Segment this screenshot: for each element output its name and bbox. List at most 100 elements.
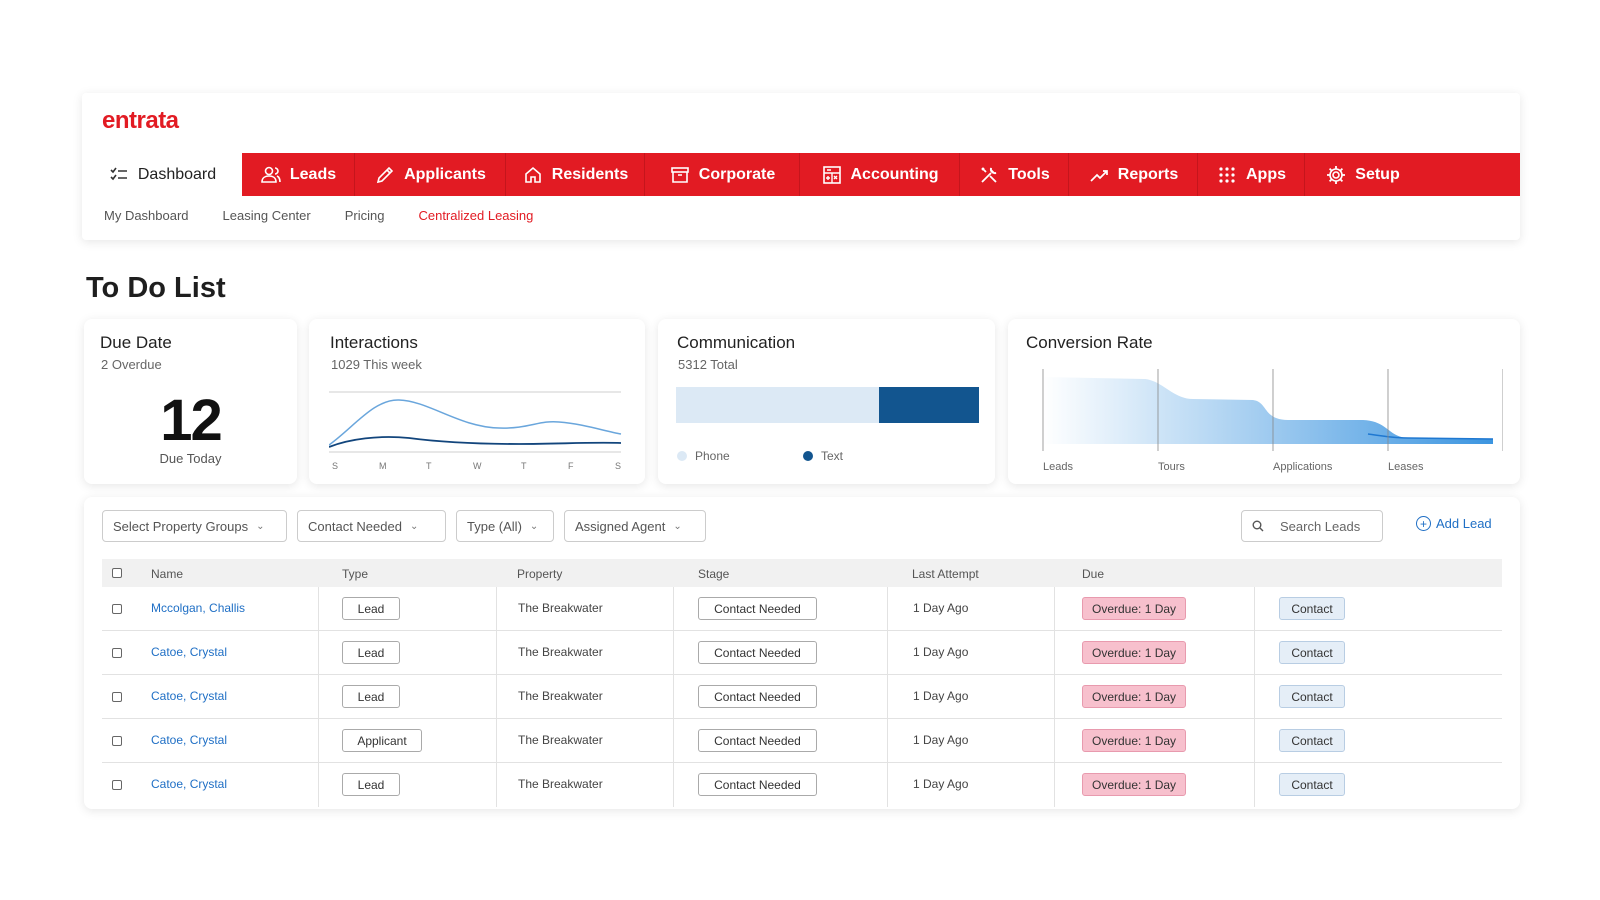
trend-icon bbox=[1088, 164, 1110, 186]
nav-dashboard[interactable]: Dashboard bbox=[82, 153, 242, 196]
column-divider bbox=[673, 719, 674, 763]
search-placeholder: Search Leads bbox=[1280, 518, 1361, 534]
property-cell: The Breakwater bbox=[518, 601, 603, 615]
lead-name-link[interactable]: Catoe, Crystal bbox=[151, 689, 228, 703]
interactions-card[interactable]: Interactions 1029 This week S M T W T F … bbox=[309, 319, 645, 484]
nav-accounting[interactable]: Accounting bbox=[800, 153, 960, 196]
due-date-card[interactable]: Due Date 2 Overdue 12 Due Today bbox=[84, 319, 297, 484]
search-leads-input[interactable]: Search Leads bbox=[1241, 510, 1383, 542]
table-row: Mccolgan, Challis Lead The Breakwater Co… bbox=[102, 587, 1502, 631]
day-tick: S bbox=[332, 461, 338, 471]
day-tick: T bbox=[521, 461, 527, 471]
main-navbar: Dashboard Leads Applicants Residents Cor… bbox=[82, 153, 1520, 196]
nav-residents[interactable]: Residents bbox=[506, 153, 645, 196]
interactions-line-chart: S M T W T F S bbox=[329, 391, 622, 471]
contact-button[interactable]: Contact bbox=[1279, 641, 1345, 664]
table-row: Catoe, Crystal Lead The Breakwater Conta… bbox=[102, 763, 1502, 807]
entrata-logo[interactable]: entrata bbox=[102, 107, 179, 134]
overdue-badge: Overdue: 1 Day bbox=[1082, 685, 1187, 708]
add-lead-button[interactable]: + Add Lead bbox=[1416, 516, 1492, 531]
row-checkbox[interactable] bbox=[112, 648, 122, 658]
column-divider bbox=[318, 719, 319, 763]
column-divider bbox=[318, 587, 319, 631]
dropdown-label: Type (All) bbox=[467, 518, 522, 534]
stage-badge: Contact Needed bbox=[698, 597, 817, 620]
text-segment bbox=[879, 387, 979, 423]
stage-badge: Contact Needed bbox=[698, 685, 817, 708]
stage-badge: Contact Needed bbox=[698, 729, 817, 752]
chevron-down-icon: ⌄ bbox=[673, 520, 682, 532]
row-checkbox[interactable] bbox=[112, 604, 122, 614]
subnav-centralized-leasing[interactable]: Centralized Leasing bbox=[418, 208, 534, 223]
nav-applicants[interactable]: Applicants bbox=[355, 153, 506, 196]
lead-name-link[interactable]: Catoe, Crystal bbox=[151, 777, 228, 791]
row-checkbox[interactable] bbox=[112, 780, 122, 790]
nav-setup[interactable]: Setup bbox=[1305, 153, 1420, 196]
conversion-rate-card[interactable]: Conversion Rate Leads Tours Applications… bbox=[1008, 319, 1520, 484]
card-title: Conversion Rate bbox=[1026, 333, 1153, 352]
row-checkbox[interactable] bbox=[112, 736, 122, 746]
contact-button[interactable]: Contact bbox=[1279, 685, 1345, 708]
type-dropdown[interactable]: Type (All) ⌄ bbox=[456, 510, 554, 542]
header-property[interactable]: Property bbox=[517, 567, 563, 581]
conversion-funnel-chart: Leads Tours Applications Leases bbox=[1042, 369, 1503, 473]
contact-needed-dropdown[interactable]: Contact Needed ⌄ bbox=[297, 510, 446, 542]
chevron-down-icon: ⌄ bbox=[409, 520, 419, 532]
day-tick: F bbox=[568, 461, 574, 471]
legend-label: Phone bbox=[695, 449, 730, 463]
lead-name-link[interactable]: Mccolgan, Challis bbox=[151, 601, 246, 615]
header-name[interactable]: Name bbox=[151, 567, 184, 581]
lead-name-link[interactable]: Catoe, Crystal bbox=[151, 733, 228, 747]
contact-button[interactable]: Contact bbox=[1279, 729, 1345, 752]
nav-label: Applicants bbox=[404, 165, 486, 183]
communication-card[interactable]: Communication 5312 Total Phone Text bbox=[658, 319, 995, 484]
legend-label: Text bbox=[821, 449, 844, 463]
column-divider bbox=[673, 631, 674, 675]
column-divider bbox=[887, 719, 888, 763]
property-groups-dropdown[interactable]: Select Property Groups ⌄ bbox=[102, 510, 287, 542]
nav-leads[interactable]: Leads bbox=[242, 153, 355, 196]
lead-name-link[interactable]: Catoe, Crystal bbox=[151, 645, 228, 659]
dropdown-label: Assigned Agent bbox=[575, 518, 666, 534]
search-icon bbox=[1252, 520, 1264, 532]
contact-button[interactable]: Contact bbox=[1279, 773, 1345, 796]
type-badge: Lead bbox=[342, 685, 400, 708]
nav-label: Apps bbox=[1246, 165, 1286, 183]
nav-label: Setup bbox=[1355, 165, 1400, 183]
header-type[interactable]: Type bbox=[342, 567, 369, 581]
row-checkbox[interactable] bbox=[112, 692, 122, 702]
calculator-icon bbox=[821, 164, 843, 186]
header-stage[interactable]: Stage bbox=[698, 567, 730, 581]
subnav-my-dashboard[interactable]: My Dashboard bbox=[104, 208, 189, 223]
stage-label: Applications bbox=[1273, 461, 1333, 473]
column-divider bbox=[318, 675, 319, 719]
contact-button[interactable]: Contact bbox=[1279, 597, 1345, 620]
chevron-down-icon: ⌄ bbox=[256, 520, 265, 532]
nav-tools[interactable]: Tools bbox=[960, 153, 1069, 196]
type-badge: Lead bbox=[342, 641, 400, 664]
plus-circle-icon: + bbox=[1416, 516, 1431, 531]
subnav-pricing[interactable]: Pricing bbox=[344, 208, 385, 223]
header-last-attempt[interactable]: Last Attempt bbox=[912, 567, 979, 581]
column-divider bbox=[673, 763, 674, 807]
type-badge: Lead bbox=[342, 773, 400, 796]
property-cell: The Breakwater bbox=[518, 777, 603, 791]
column-divider bbox=[1254, 631, 1255, 675]
card-title: Due Date bbox=[100, 333, 172, 352]
assigned-agent-dropdown[interactable]: Assigned Agent ⌄ bbox=[564, 510, 706, 542]
pencil-icon bbox=[374, 164, 396, 186]
nav-corporate[interactable]: Corporate bbox=[645, 153, 800, 196]
header-due[interactable]: Due bbox=[1082, 567, 1105, 581]
nav-reports[interactable]: Reports bbox=[1069, 153, 1198, 196]
stage-badge: Contact Needed bbox=[698, 773, 817, 796]
type-badge: Lead bbox=[342, 597, 400, 620]
due-today-label: Due Today bbox=[159, 451, 222, 466]
text-legend-dot bbox=[803, 451, 813, 461]
sub-navigation: My Dashboard Leasing Center Pricing Cent… bbox=[104, 208, 533, 223]
column-divider bbox=[1254, 675, 1255, 719]
select-all-checkbox[interactable] bbox=[112, 568, 122, 578]
day-tick: M bbox=[379, 461, 387, 471]
nav-apps[interactable]: Apps bbox=[1198, 153, 1305, 196]
column-divider bbox=[1054, 675, 1055, 719]
subnav-leasing-center[interactable]: Leasing Center bbox=[222, 208, 311, 223]
